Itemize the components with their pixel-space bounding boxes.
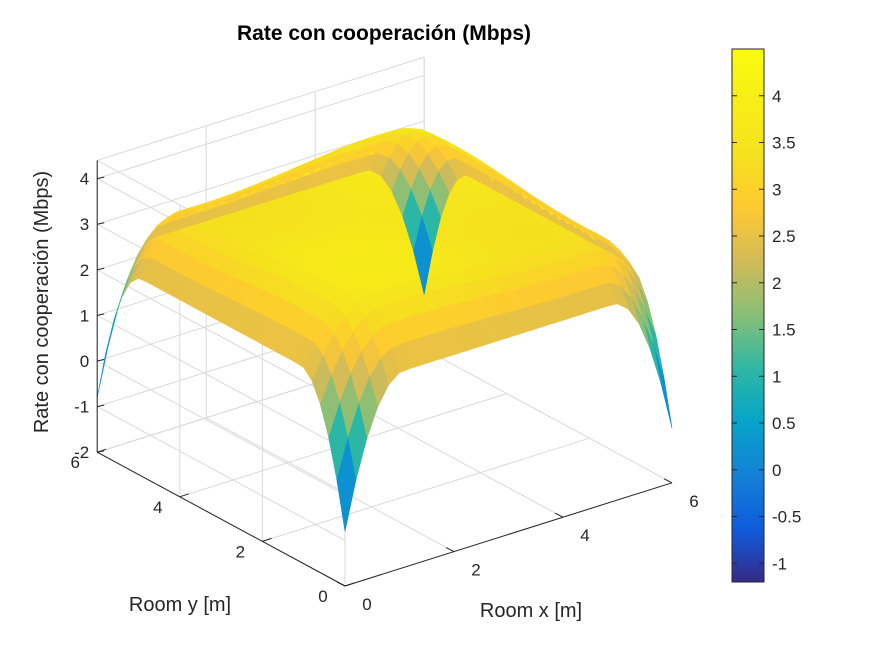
- grid-line: [96, 360, 346, 496]
- colorbar-tick-label: 4: [772, 87, 781, 106]
- x-tick-mark: [554, 512, 564, 518]
- grid-line: [262, 437, 590, 542]
- y-tick-mark: [262, 537, 272, 542]
- y-tick-mark: [344, 582, 355, 587]
- x-axis-ticks: 0 2 4 6: [336, 478, 699, 614]
- y-tick-mark: [179, 493, 189, 498]
- y-tick-label: 4: [153, 498, 162, 517]
- x-tick-label: 0: [362, 595, 371, 614]
- colorbar-tick-label: -0.5: [772, 508, 801, 527]
- x-tick-label: 2: [471, 561, 480, 580]
- y-tick-mark: [97, 448, 107, 453]
- x-tick-mark: [445, 547, 455, 553]
- z-tick-label: -1: [74, 398, 89, 417]
- x-tick-label: 4: [580, 526, 589, 545]
- chart-title: Rate con cooperación (Mbps): [237, 22, 531, 45]
- x-tick-mark: [336, 581, 346, 587]
- z-tick-mark: [97, 404, 105, 408]
- grid-line: [96, 406, 346, 541]
- colorbar-tick-label: 2.5: [772, 227, 796, 246]
- colorbar: [731, 48, 765, 583]
- z-tick-mark: [97, 313, 105, 316]
- z-axis-ticks: -2 -1 0 1 2 3 4: [74, 170, 105, 462]
- z-tick-label: 2: [80, 261, 89, 280]
- y-axis-label: Room y [m]: [129, 594, 231, 616]
- surface-patch: [96, 313, 117, 398]
- colorbar-tick-label: 0: [772, 461, 781, 480]
- colorbar-tick-label: 3.5: [772, 134, 796, 153]
- x-tick-label: 6: [689, 492, 698, 511]
- colorbar-tick-label: 1.5: [772, 321, 796, 340]
- grid-line: [96, 269, 346, 405]
- z-tick-label: 3: [80, 215, 89, 234]
- x-axis-line: [344, 482, 673, 587]
- grid-line: [97, 74, 425, 180]
- surface-patch: [652, 341, 673, 429]
- z-tick-mark: [97, 359, 105, 362]
- z-tick-mark: [97, 267, 105, 271]
- grid-line: [423, 348, 673, 484]
- colorbar-ticks: -1 -0.5 0 0.5 1 1.5 2 2.5 3 3.5 4: [732, 87, 801, 573]
- x-axis-label: Room x [m]: [480, 600, 582, 622]
- colorbar-tick-label: 0.5: [772, 414, 796, 433]
- grid-line: [96, 314, 346, 450]
- x-tick-mark: [663, 478, 673, 484]
- axes-lines: [96, 160, 673, 587]
- surface-plot: [96, 128, 673, 532]
- y-axis-line: [96, 451, 346, 587]
- y-axis-ticks: 0 2 4 6: [70, 448, 355, 606]
- colorbar-tick-label: -1: [772, 554, 787, 573]
- z-tick-label: 1: [80, 306, 89, 325]
- z-tick-mark: [97, 176, 105, 180]
- y-tick-label: 2: [236, 542, 245, 561]
- colorbar-tick-label: 2: [772, 274, 781, 293]
- grid-line: [205, 417, 455, 553]
- grid-line: [97, 56, 425, 161]
- z-tick-label: 0: [80, 352, 89, 371]
- z-tick-label: -2: [74, 443, 89, 462]
- colorbar-tick-label: 1: [772, 367, 781, 386]
- z-tick-mark: [97, 222, 105, 225]
- z-axis-label: Rate con cooperación (Mbps): [31, 171, 53, 433]
- y-tick-label: 6: [70, 453, 79, 472]
- z-tick-label: 4: [80, 170, 89, 189]
- y-tick-label: 0: [318, 587, 327, 606]
- colorbar-tick-label: 3: [772, 180, 781, 199]
